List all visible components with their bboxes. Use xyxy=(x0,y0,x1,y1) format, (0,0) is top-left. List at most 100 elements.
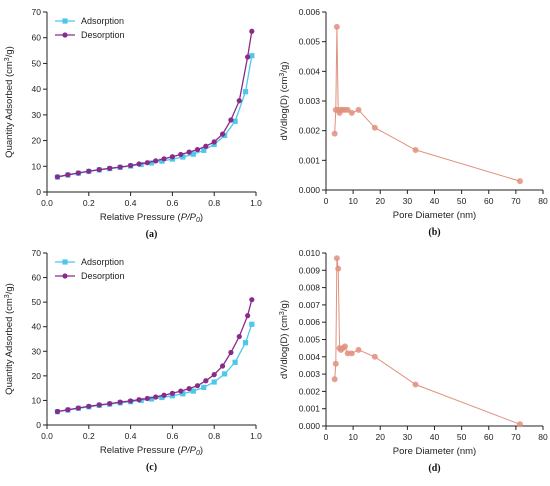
pore-distribution-point xyxy=(332,360,339,367)
x-tick-label: 0.4 xyxy=(125,198,137,208)
panel-c-isotherm-chart: 0.0 0.2 0.4 0.6 0.8 1.0 0 10 20 30 40 50 60 70 Relativ… xyxy=(4,248,262,473)
desorption-point xyxy=(161,392,167,398)
desorption-point xyxy=(186,386,192,392)
x-tick-label: 0.8 xyxy=(208,431,220,441)
x-tick-label: 0.6 xyxy=(166,198,178,208)
desorption-point xyxy=(245,54,251,60)
y-axis-label: dV/dlog(D) (cm3/g) xyxy=(279,62,290,141)
y-tick-label: 0 xyxy=(36,187,41,197)
x-tick-label: 10 xyxy=(348,196,358,206)
desorption-point xyxy=(219,363,226,369)
x-ticks: 0 10 20 30 40 50 60 70 80 xyxy=(324,426,548,442)
desorption-point xyxy=(249,28,255,34)
x-axis-label: Relative Pressure (P/P0) xyxy=(100,212,203,224)
adsorption-point xyxy=(180,391,186,397)
y-tick-label: 0.005 xyxy=(299,37,321,47)
pore-distribution-point xyxy=(348,109,355,116)
x-tick-label: 50 xyxy=(457,432,467,442)
y-ticks: 0 10 20 30 40 50 60 70 xyxy=(32,248,47,430)
pore-distribution-point xyxy=(335,265,342,272)
y-tick-label: 30 xyxy=(32,346,42,356)
y-tick-label: 40 xyxy=(32,322,42,332)
x-tick-label: 50 xyxy=(457,196,467,206)
pore-distribution-point xyxy=(333,255,340,262)
desorption-point xyxy=(178,151,184,158)
legend-swatch-marker xyxy=(62,32,68,38)
adsorption-point xyxy=(232,118,238,124)
x-tick-label: 0 xyxy=(324,432,329,442)
desorption-point xyxy=(161,156,167,162)
adsorption-point xyxy=(211,379,217,385)
panel-letter: (b) xyxy=(428,227,440,238)
x-axis-label: Pore Diameter (nm) xyxy=(393,446,476,457)
y-tick-label: 0.008 xyxy=(299,283,321,293)
desorption-point xyxy=(96,167,102,173)
x-tick-label: 1.0 xyxy=(250,198,262,208)
panel-d-pore-distribution-chart: 0 10 20 30 40 50 60 70 800.0000.0010.0020.0030.0… xyxy=(279,248,548,474)
pore-distribution-point xyxy=(355,346,362,353)
adsorption-point xyxy=(222,371,228,377)
y-tick-label: 0.001 xyxy=(299,155,321,165)
y-tick-label: 50 xyxy=(32,297,42,307)
x-tick-label: 10 xyxy=(348,432,358,442)
desorption-point xyxy=(153,394,159,400)
pore-distribution-point xyxy=(348,350,355,357)
x-tick-label: 60 xyxy=(484,196,494,206)
adsorption-point xyxy=(159,394,165,401)
y-tick-label: 0.003 xyxy=(299,369,321,379)
desorption-point xyxy=(136,161,142,167)
desorption-series xyxy=(54,28,255,180)
desorption-point xyxy=(219,131,226,137)
adsorption-series xyxy=(54,321,255,415)
desorption-point xyxy=(117,399,123,405)
y-tick-label: 30 xyxy=(32,110,42,120)
legend-swatch-marker xyxy=(62,273,68,279)
panel-letter: (a) xyxy=(146,229,158,240)
pore-distribution-point xyxy=(331,130,338,137)
pore-distribution-point xyxy=(341,343,348,350)
y-tick-label: 0.004 xyxy=(299,66,321,76)
desorption-point xyxy=(75,405,81,411)
x-tick-label: 0 xyxy=(324,196,329,206)
y-axis-label: Quantity Adsorbed (cm3/g) xyxy=(4,46,15,158)
adsorption-point xyxy=(159,158,165,164)
x-tick-label: 60 xyxy=(484,432,494,442)
x-tick-label: 0.4 xyxy=(125,431,137,441)
pore-distribution-point xyxy=(516,178,523,185)
pore-distribution-point xyxy=(333,23,340,30)
pore-distribution-point xyxy=(412,146,419,153)
x-tick-label: 20 xyxy=(376,196,386,206)
desorption-point xyxy=(153,158,159,164)
desorption-point xyxy=(236,98,242,104)
desorption-point xyxy=(144,160,150,166)
desorption-point xyxy=(86,168,92,174)
y-tick-label: 60 xyxy=(32,273,42,283)
y-axis-label: Quantity Adsorbed (cm3/g) xyxy=(4,283,15,395)
desorption-point xyxy=(203,143,209,149)
desorption-point xyxy=(228,117,234,123)
adsorption-point xyxy=(180,154,186,160)
y-tick-label: 70 xyxy=(32,7,42,17)
desorption-point xyxy=(169,390,175,396)
pore-distribution-point xyxy=(516,421,523,428)
pore-distribution-series xyxy=(331,255,523,428)
adsorption-point xyxy=(242,89,249,95)
y-ticks: 0.000 0.001 0.002 0.003 0.004 0.005 0.006 0.007… xyxy=(299,248,326,431)
x-tick-label: 0.6 xyxy=(166,431,178,441)
y-tick-label: 0.010 xyxy=(299,248,321,258)
desorption-point xyxy=(117,164,123,170)
x-tick-label: 1.0 xyxy=(250,431,262,441)
desorption-point xyxy=(178,388,184,394)
x-ticks: 0 10 20 30 40 50 60 70 80 xyxy=(324,190,548,206)
y-tick-label: 0.001 xyxy=(299,404,321,414)
adsorption-point xyxy=(190,151,196,157)
pore-distribution-point xyxy=(412,381,419,388)
desorption-point xyxy=(86,403,92,409)
desorption-point xyxy=(107,165,113,171)
x-axis-label: Pore Diameter (nm) xyxy=(393,210,476,221)
legend-swatch-marker xyxy=(62,259,68,265)
legend-label: Desorption xyxy=(81,30,125,40)
x-tick-label: 80 xyxy=(538,196,548,206)
x-tick-label: 30 xyxy=(403,432,413,442)
desorption-point xyxy=(211,139,217,145)
